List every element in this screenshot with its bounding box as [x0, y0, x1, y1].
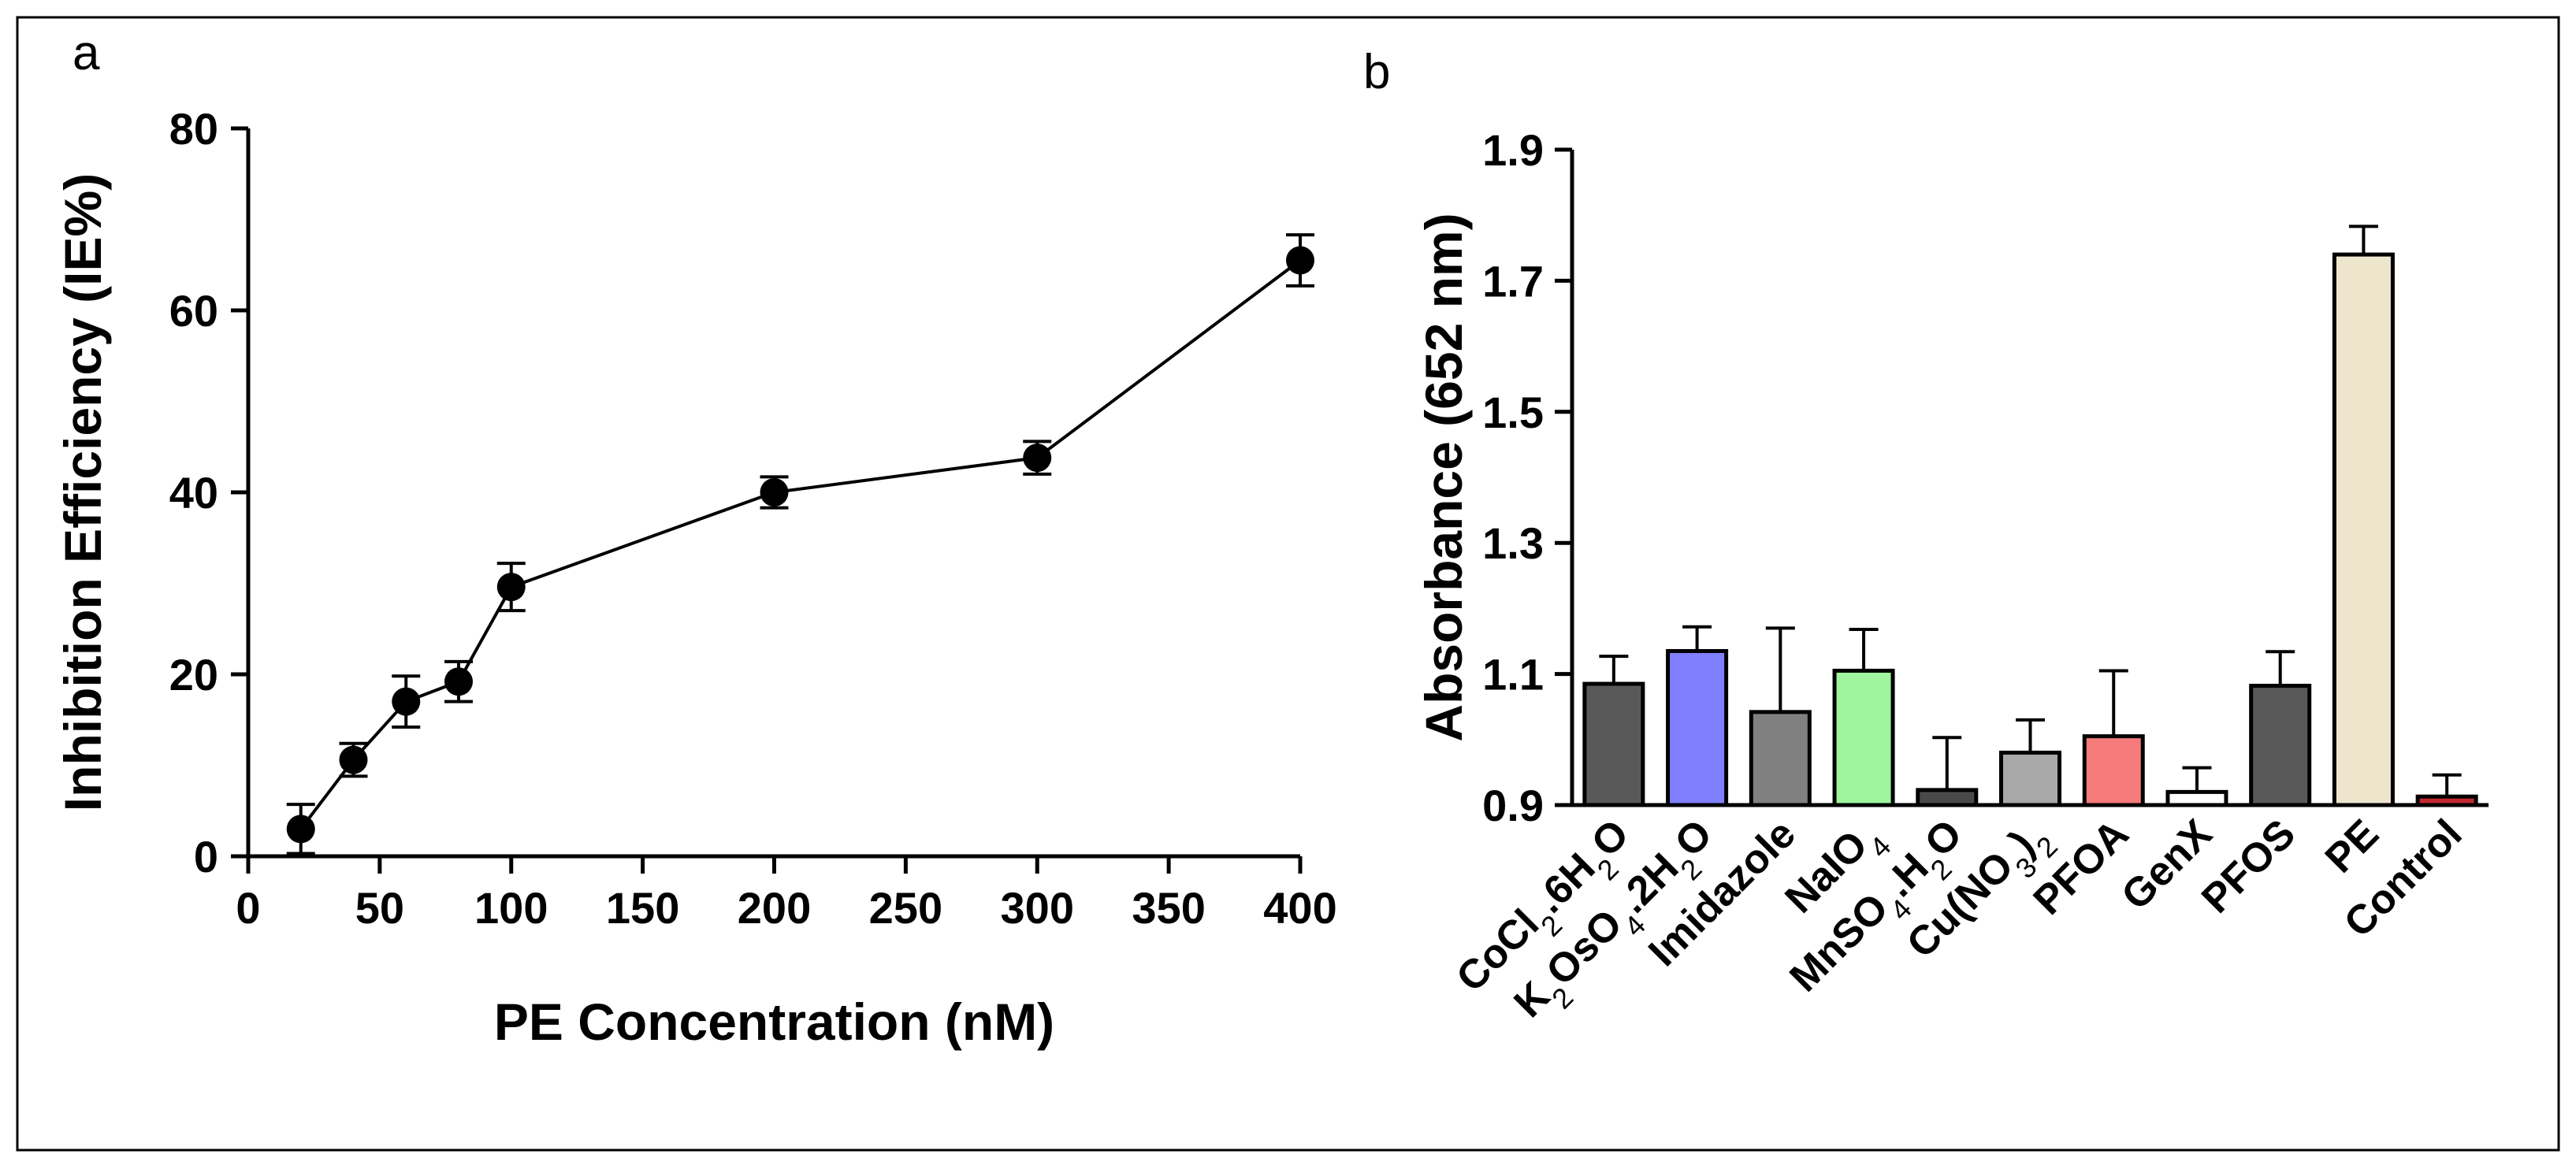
- chart-a: 0 20 40 60 80 0 50 100 150 200 250 300 350 400 PE Conc…: [54, 104, 1337, 1051]
- data-point: [1286, 246, 1314, 275]
- y-axis-title: Absorbance (652 nm): [1414, 213, 1473, 741]
- y-tick-label: 20: [169, 650, 218, 700]
- x-tick-label: 100: [474, 883, 548, 933]
- y-tick-label: 1.5: [1482, 388, 1544, 437]
- category-label: PFOA: [2025, 811, 2138, 923]
- bar: [2082, 734, 2145, 807]
- x-tick-label: 150: [606, 883, 679, 933]
- y-tick-label: 1.3: [1482, 518, 1544, 568]
- data-point: [286, 815, 315, 844]
- data-point: [496, 573, 526, 602]
- data-point: [1023, 443, 1052, 473]
- bar: [1998, 750, 2062, 807]
- x-tick-label: 400: [1263, 883, 1336, 933]
- bar: [1666, 648, 1729, 807]
- y-tick-label: 1.1: [1482, 650, 1544, 700]
- series-line: [299, 258, 1302, 830]
- x-tick-label: 350: [1132, 883, 1205, 933]
- bar: [2332, 252, 2395, 807]
- data-point: [392, 687, 421, 716]
- panel-b-label: b: [1363, 45, 1390, 99]
- x-tick-label: 250: [869, 883, 942, 933]
- x-tick-label: 300: [1001, 883, 1074, 933]
- x-tick-label: 200: [738, 883, 811, 933]
- y-axis-title: Inhibition Efficiency (IE%): [54, 173, 112, 811]
- data-point: [760, 478, 789, 507]
- y-tick-label: 0: [194, 832, 218, 881]
- y-tick-label: 60: [169, 286, 218, 336]
- x-tick-label: 0: [236, 883, 260, 933]
- category-label: PE: [2317, 811, 2388, 881]
- y-tick-label: 1.9: [1482, 125, 1544, 175]
- y-tick-label: 0.9: [1482, 781, 1544, 830]
- y-tick-label: 80: [169, 104, 218, 154]
- bar: [1832, 668, 1895, 807]
- y-tick-label: 40: [169, 468, 218, 518]
- figure-border: [16, 16, 2560, 1152]
- category-label: CoCl2.6H2O: [1448, 811, 1647, 1010]
- bar: [1582, 681, 1645, 807]
- category-label: PFOS: [2193, 811, 2304, 922]
- bar: [1749, 710, 1812, 807]
- bar: [2249, 684, 2312, 807]
- data-point: [339, 745, 368, 774]
- x-tick-label: 50: [355, 883, 404, 933]
- x-axis-title: PE Concentration (nM): [494, 993, 1054, 1051]
- y-tick-label: 1.7: [1482, 256, 1544, 306]
- data-point: [444, 667, 473, 696]
- bar: [1916, 788, 1979, 807]
- panel-a-label: a: [72, 26, 100, 80]
